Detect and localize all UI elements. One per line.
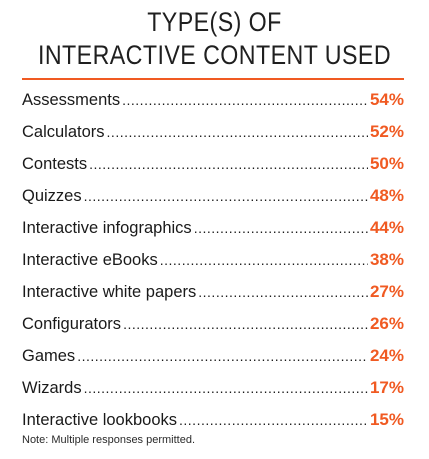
row-value: 50% <box>369 154 404 173</box>
row-value: 48% <box>369 186 404 205</box>
table-row: Contests 50% <box>22 154 404 186</box>
table-row: Quizzes 48% <box>22 186 404 218</box>
row-label: Interactive eBooks <box>22 251 158 269</box>
dot-leader <box>198 284 368 300</box>
row-value: 27% <box>369 282 404 301</box>
dot-leader <box>179 412 368 428</box>
row-value: 44% <box>369 218 404 237</box>
row-label: Interactive lookbooks <box>22 411 178 429</box>
dot-leader <box>84 188 368 204</box>
row-value: 17% <box>369 378 404 397</box>
dot-leader <box>107 124 368 140</box>
row-label: Interactive infographics <box>22 219 192 237</box>
row-label: Assessments <box>22 91 121 109</box>
row-label: Wizards <box>22 379 82 397</box>
dot-leader <box>89 156 368 172</box>
row-label: Calculators <box>22 123 105 141</box>
dot-leader <box>84 380 368 396</box>
title-divider <box>22 78 404 80</box>
chart-title-line-2: INTERACTIVE CONTENT USED <box>37 40 392 70</box>
row-value: 15% <box>369 410 404 429</box>
table-row: Interactive lookbooks 15% <box>22 410 404 442</box>
row-value: 38% <box>369 250 404 269</box>
row-label: Contests <box>22 155 88 173</box>
row-label: Configurators <box>22 315 122 333</box>
dot-leader <box>160 252 368 268</box>
row-value: 26% <box>369 314 404 333</box>
footnote: Note: Multiple responses permitted. <box>22 434 196 446</box>
dot-leader <box>122 92 368 108</box>
table-row: Calculators 52% <box>22 122 404 154</box>
table-row: Wizards 17% <box>22 378 404 410</box>
row-value: 54% <box>369 90 404 109</box>
table-row: Interactive white papers 27% <box>22 282 404 314</box>
table-row: Interactive infographics 44% <box>22 218 404 250</box>
chart-title-line-1: TYPE(S) OF <box>147 7 282 37</box>
chart-title: TYPE(S) OF INTERACTIVE CONTENT USED <box>30 6 399 72</box>
data-table: Assessments 54% Calculators 52% Contests 50% Q… <box>22 90 404 442</box>
table-row: Interactive eBooks 38% <box>22 250 404 282</box>
row-value: 24% <box>369 346 404 365</box>
row-label: Games <box>22 347 76 365</box>
row-value: 52% <box>369 122 404 141</box>
row-label: Interactive white papers <box>22 283 197 301</box>
dot-leader <box>194 220 368 236</box>
row-label: Quizzes <box>22 187 82 205</box>
dot-leader <box>77 348 368 364</box>
table-row: Games 24% <box>22 346 404 378</box>
table-row: Assessments 54% <box>22 90 404 122</box>
dot-leader <box>123 316 368 332</box>
table-row: Configurators 26% <box>22 314 404 346</box>
